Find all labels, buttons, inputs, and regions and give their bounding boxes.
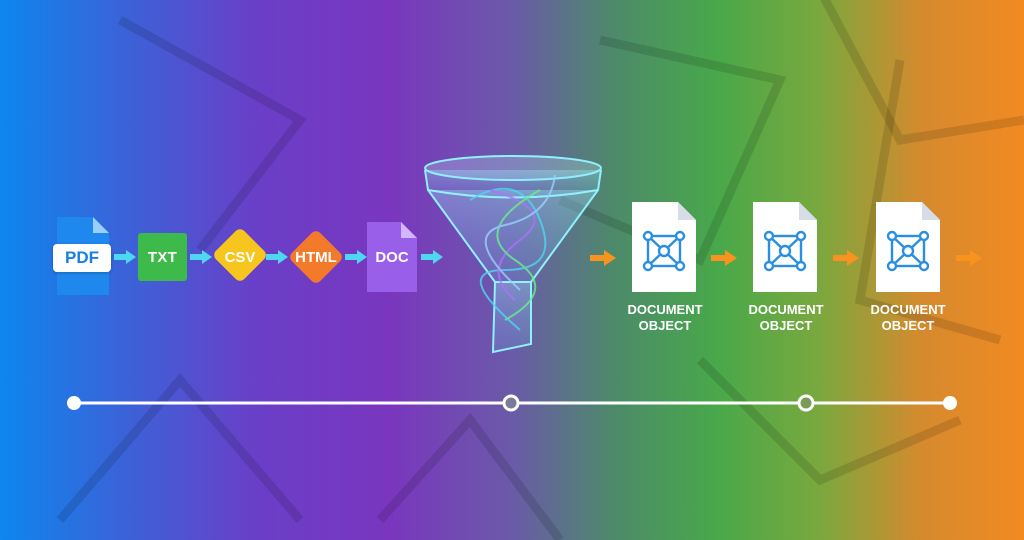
arrow-right-icon <box>956 250 982 266</box>
doc-file-icon <box>367 222 417 292</box>
pdf-label: PDF <box>53 244 111 272</box>
doc-label: DOC <box>375 248 409 266</box>
timeline-mid-node <box>797 394 815 412</box>
document-object-icon <box>876 202 940 292</box>
document-object-label: DOCUMENT OBJECT <box>748 302 824 333</box>
arrow-right-icon <box>266 250 288 264</box>
arrow-right-icon <box>833 250 859 266</box>
timeline-mid-node <box>502 394 520 412</box>
csv-label: CSV <box>224 248 256 266</box>
arrow-right-icon <box>190 250 212 264</box>
arrow-right-icon <box>711 250 737 266</box>
txt-box: TXT <box>138 233 187 281</box>
document-object-icon <box>753 202 817 292</box>
html-label: HTML <box>295 248 337 266</box>
document-object-label: DOCUMENT OBJECT <box>627 302 703 333</box>
arrow-right-icon <box>421 250 443 264</box>
arrow-right-icon <box>114 250 136 264</box>
arrow-right-icon <box>590 250 616 266</box>
html-diamond: HTML <box>287 228 345 286</box>
document-object-icon <box>632 202 696 292</box>
timeline-end-node <box>943 396 957 410</box>
csv-diamond: CSV <box>211 226 269 284</box>
document-object-label: DOCUMENT OBJECT <box>870 302 946 333</box>
timeline-start-node <box>67 396 81 410</box>
arrow-right-icon <box>345 250 367 264</box>
